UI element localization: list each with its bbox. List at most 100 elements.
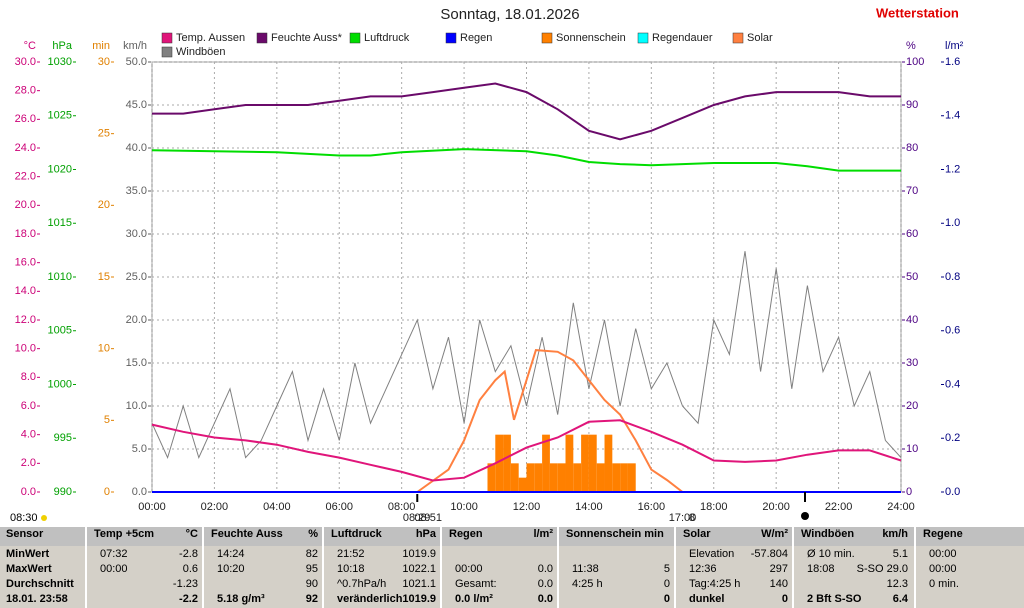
sun-icon xyxy=(41,515,47,521)
sunshine-bar xyxy=(549,463,558,492)
cell-text: 00:00 xyxy=(100,563,128,575)
brand: Wetterstation xyxy=(876,5,959,20)
y-tick-label: 20 xyxy=(98,199,110,211)
y-tick-label: 80 xyxy=(906,142,918,154)
legend-label: Regendauer xyxy=(652,32,713,44)
y-tick-label: 50 xyxy=(906,271,918,283)
table-row: 18.01. 23:58 -2.2 5.18 g/m³ 92 veränderlich 1… xyxy=(0,592,1024,607)
cell-value: 6.4 xyxy=(892,593,908,605)
legend-label: Regen xyxy=(460,32,492,44)
y-tick-label: 1000 xyxy=(48,378,72,390)
legend-swatch xyxy=(349,32,361,44)
y-tick-label: 24.0 xyxy=(15,142,36,154)
cell-value: -57.804 xyxy=(750,548,788,560)
cell-text: 10:18 xyxy=(337,563,365,575)
sunshine-bar xyxy=(518,477,527,492)
sunshine-bar xyxy=(526,463,535,492)
column-separator xyxy=(674,527,676,608)
y-tick-label: 1020 xyxy=(48,163,72,175)
legend-label: Sonnenschein xyxy=(556,32,626,44)
column-separator xyxy=(440,527,442,608)
table-row: MinWert 07:32 -2.8 14:24 82 21:52 1019.9 Elevat… xyxy=(0,547,1024,562)
legend-label: Solar xyxy=(747,32,773,44)
cell-text: 11:38 xyxy=(572,563,599,575)
cell-value: 5.1 xyxy=(892,548,908,560)
chart-title: Sonntag, 18.01.2026 xyxy=(440,6,579,23)
y-tick-label: 6.0 xyxy=(21,400,36,412)
x-tick-label: 12:00 xyxy=(513,501,541,513)
y-tick-label: 100 xyxy=(906,56,924,68)
cell-text: Tag:4:25 h xyxy=(689,578,741,590)
y-tick-label: 20.0 xyxy=(126,314,147,326)
header-cell: Sensor xyxy=(6,528,44,540)
legend-swatch xyxy=(732,32,744,44)
cell-value: -1.23 xyxy=(172,578,198,590)
legend-label: Luftdruck xyxy=(364,32,410,44)
cell-text: 00:00 xyxy=(929,563,957,575)
y-tick-label: 10.0 xyxy=(15,343,36,355)
cell-value: 1019.9 xyxy=(402,593,436,605)
x-tick-label: 00:00 xyxy=(138,501,166,513)
y-tick-label: 40.0 xyxy=(126,142,147,154)
series-line xyxy=(151,148,901,172)
y-tick-label: 995 xyxy=(54,432,72,444)
y-tick-label: 50.0 xyxy=(126,56,147,68)
y-tick-label: 0.0 xyxy=(21,486,36,498)
cell-text: dunkel xyxy=(689,593,725,605)
legend-swatch xyxy=(541,32,553,44)
cell-value: 140 xyxy=(769,578,788,590)
cell-text: Ø 10 min. xyxy=(807,548,855,560)
cell-value: 92 xyxy=(305,593,318,605)
y-tick-label: 20.0 xyxy=(15,199,36,211)
cell-text: Gesamt: xyxy=(455,578,497,590)
annotation: 08:29 xyxy=(403,512,431,524)
legend-label: Temp. Aussen xyxy=(176,32,245,44)
series-line xyxy=(416,349,684,493)
sunshine-bar xyxy=(627,463,636,492)
legend-swatch xyxy=(445,32,457,44)
x-tick-label: 20:00 xyxy=(762,501,790,513)
legend-label: Windböen xyxy=(176,46,226,58)
y-tick-label: 0.0 xyxy=(132,486,147,498)
y-tick-label: 22.0 xyxy=(15,171,36,183)
y-tick-label: 20 xyxy=(906,400,918,412)
x-tick-label: 14:00 xyxy=(575,501,603,513)
header-cell: Sonnenschein min xyxy=(566,528,664,540)
y-tick-label: 60 xyxy=(906,228,918,240)
y-tick-label: 5 xyxy=(104,414,110,426)
cell-value: S-SO 29.0 xyxy=(856,563,908,575)
y-tick-label: 1015 xyxy=(48,217,72,229)
column-separator xyxy=(322,527,324,608)
y-tick-label: 28.0 xyxy=(15,85,36,97)
y-tick-label: 15 xyxy=(98,271,110,283)
y-tick-label: 10 xyxy=(98,343,110,355)
column-separator xyxy=(85,527,87,608)
table-row: MaxWert 00:00 0.6 10:20 95 10:18 1022.1 00:00 0.… xyxy=(0,562,1024,577)
cell-text: 21:52 xyxy=(337,548,365,560)
header-cell: Luftdruck xyxy=(331,528,382,540)
cell-text: 07:32 xyxy=(100,548,128,560)
y-tick-label: 40 xyxy=(906,314,918,326)
column-separator xyxy=(914,527,916,608)
sunshine-bar xyxy=(573,463,582,492)
sunshine-bar xyxy=(542,434,550,492)
y-tick-label: 1.4 xyxy=(945,110,960,122)
cell-value: -2.2 xyxy=(179,593,198,605)
y-tick-label: 10.0 xyxy=(126,400,147,412)
y-tick-label: 15.0 xyxy=(126,357,147,369)
axis-unit: l/m² xyxy=(945,40,964,52)
axis-unit: °C xyxy=(24,40,36,52)
cell-text: ^0.7hPa/h xyxy=(337,578,387,590)
cell-value: 0 xyxy=(663,578,670,590)
cell-text: 12:36 xyxy=(689,563,717,575)
y-tick-label: 30 xyxy=(98,56,110,68)
header-row: Sensor Temp +5cm °C Feuchte Auss% Luftdruck h… xyxy=(0,527,1024,546)
sunshine-bar xyxy=(487,463,496,492)
header-unit: l/m² xyxy=(533,528,553,540)
y-tick-label: 1005 xyxy=(48,325,72,337)
sunshine-bar xyxy=(565,434,574,492)
y-tick-label: 30.0 xyxy=(15,56,36,68)
y-tick-label: 12.0 xyxy=(15,314,36,326)
y-tick-label: 1.6 xyxy=(945,56,960,68)
sunshine-bar xyxy=(534,463,543,492)
